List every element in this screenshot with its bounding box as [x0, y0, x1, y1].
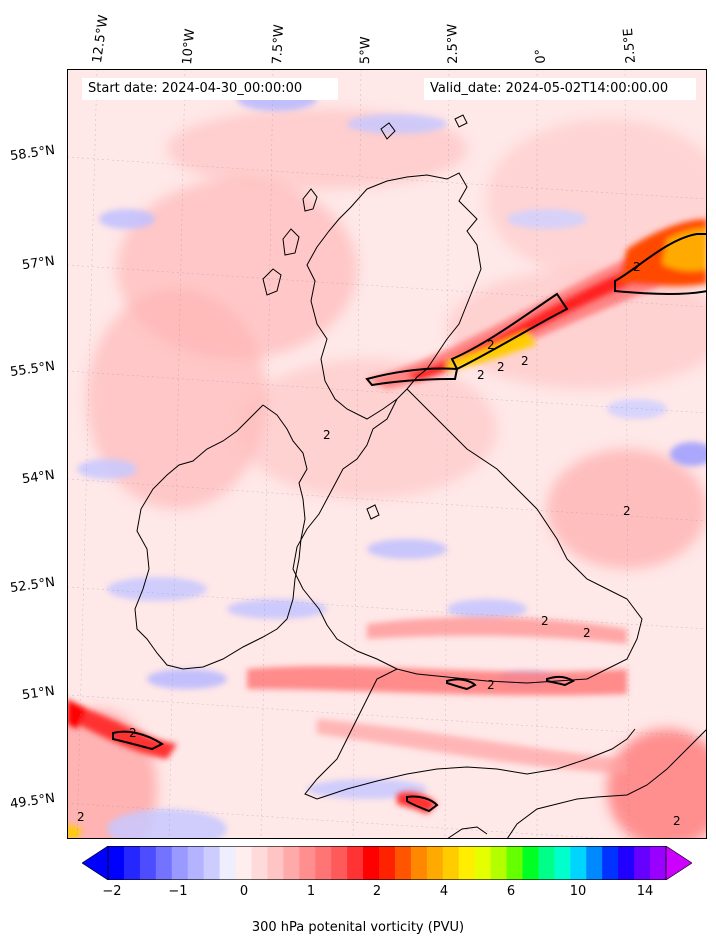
colorbar-cell: [426, 846, 444, 880]
colorbar-tick: 2: [372, 884, 382, 899]
colorbar-cell: [171, 846, 189, 880]
start-date-label: Start date: 2024-04-30_00:00:00: [82, 78, 338, 100]
colorbar-cell: [235, 846, 252, 880]
colorbar-cell: [219, 846, 237, 880]
colorbar-cell: [522, 846, 539, 880]
lat-tick-57n: 57°N: [21, 253, 56, 274]
lon-tick-2.5w: 2.5°W: [445, 23, 461, 65]
colorbar-cell: [394, 846, 412, 880]
lon-tick-12.5w: 12.5°W: [90, 14, 112, 65]
colorbar-cell: [347, 846, 364, 880]
colorbar-cell: [490, 846, 508, 880]
lat-tick-49.5n: 49.5°N: [9, 790, 56, 813]
contour-label: 2: [487, 338, 495, 352]
colorbar-tick: 6: [506, 884, 516, 899]
lon-tick-10w: 10°W: [180, 28, 199, 66]
colorbar-cell: [650, 846, 667, 880]
colorbar-cell: [283, 846, 300, 880]
colorbar-cell: [554, 846, 571, 880]
colorbar-cell: [251, 846, 268, 880]
contour-label: 2: [487, 678, 495, 692]
contour-label: 2: [673, 814, 681, 828]
colorbar-cell: [203, 846, 221, 880]
lat-tick-52.5n: 52.5°N: [9, 574, 56, 597]
colorbar-over-arrow: [665, 846, 692, 880]
colorbar-cell: [474, 846, 492, 880]
contour-label: 2: [623, 504, 631, 518]
lon-tick-7.5w: 7.5°W: [270, 24, 288, 65]
contour-label: 2: [323, 428, 331, 442]
colorbar-cell: [139, 846, 157, 880]
colorbar-cell: [458, 846, 476, 880]
colorbar-cell: [155, 846, 173, 880]
colorbar-cell: [267, 846, 284, 880]
colorbar-cell: [586, 846, 603, 880]
colorbar-cell: [299, 846, 316, 880]
contour-label: 2: [77, 810, 85, 824]
colorbar-cell: [315, 846, 332, 880]
contour-label: 2: [583, 626, 591, 640]
colorbar-cell: [442, 846, 460, 880]
contour-label: 2: [497, 360, 505, 374]
lon-tick-2.5e: 2.5°E: [620, 27, 639, 64]
pv-map: 2 2 2 2 2 2 2 2 2 2 2 2 2: [67, 69, 707, 839]
colorbar-label: 300 hPa potenital vorticity (PVU): [251, 920, 465, 935]
valid-date-label: Valid_date: 2024-05-02T14:00:00.00: [424, 78, 696, 100]
colorbar-cell: [602, 846, 619, 880]
colorbar-tick: 14: [636, 884, 654, 899]
contour-label: 2: [477, 368, 485, 382]
colorbar-cell: [187, 846, 205, 880]
colorbar-cell: [410, 846, 428, 880]
colorbar-under-arrow: [82, 846, 109, 880]
lon-tick-5w: 5°W: [358, 36, 374, 65]
colorbar-cell: [618, 846, 635, 880]
colorbar-tick: 1: [306, 884, 316, 899]
colorbar-cell: [363, 846, 380, 880]
contour-label: 2: [129, 726, 137, 740]
colorbar: [82, 846, 692, 880]
colorbar-cell: [108, 846, 125, 880]
lat-tick-55.5n: 55.5°N: [9, 358, 56, 381]
colorbar-tick: −1: [168, 884, 188, 899]
colorbar-cell: [331, 846, 348, 880]
lat-tick-54n: 54°N: [21, 467, 56, 488]
colorbar-tick: 10: [569, 884, 587, 899]
coastline-ireland: [134, 404, 308, 670]
colorbar-cell: [538, 846, 555, 880]
colorbar-cell: [379, 846, 396, 880]
colorbar-cell: [123, 846, 141, 880]
contour-label: 2: [541, 614, 549, 628]
contour-label: 2: [633, 260, 641, 274]
colorbar-tick: −2: [102, 884, 122, 899]
lat-tick-58.5n: 58.5°N: [9, 142, 56, 165]
colorbar-cell: [634, 846, 651, 880]
coastline-great-britain: [306, 172, 482, 420]
colorbar-cell: [506, 846, 524, 880]
colorbar-tick: 0: [239, 884, 249, 899]
lon-tick-0: 0°: [533, 48, 549, 64]
lat-tick-51n: 51°N: [21, 683, 56, 704]
colorbar-tick: 4: [439, 884, 449, 899]
contour-label: 2: [521, 354, 529, 368]
colorbar-cell: [570, 846, 587, 880]
